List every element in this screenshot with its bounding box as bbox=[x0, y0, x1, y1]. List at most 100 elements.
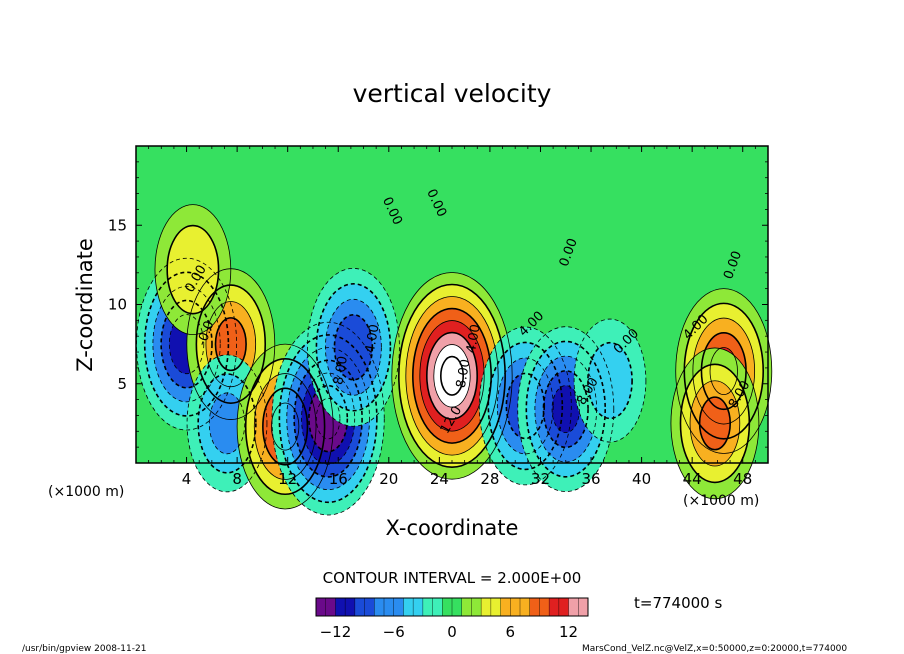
contour-line-6-0 bbox=[306, 267, 400, 427]
x-tick-label-11: 48 bbox=[733, 470, 752, 488]
time-text: t=774000 s bbox=[634, 594, 722, 612]
contour-line-11-3 bbox=[700, 332, 747, 411]
contour-line-6-1 bbox=[315, 283, 392, 412]
plot-area: 0.000.00 0.000.000.000.004.00 4.00 4.00 4.00… bbox=[135, 145, 773, 516]
contour-line-0-0 bbox=[136, 257, 238, 431]
colorbar-swatch bbox=[539, 598, 550, 616]
contour-line-0-4 bbox=[168, 314, 205, 375]
x-tick-label-9: 40 bbox=[632, 470, 651, 488]
contour-line-10-0 bbox=[573, 318, 647, 443]
colorbar-swatch bbox=[374, 598, 385, 616]
colorbar-tick-label-0: −12 bbox=[320, 623, 352, 641]
y-tick-label-0: 5 bbox=[117, 375, 127, 393]
contour-line-3-2 bbox=[208, 392, 246, 455]
field-level-3-2 bbox=[209, 392, 245, 454]
field-level-9-4 bbox=[552, 385, 580, 433]
contour-line-7-3 bbox=[412, 307, 492, 444]
y-axis-label: Z-coordinate bbox=[73, 238, 97, 372]
footer-left: /usr/bin/gpview 2008-11-21 bbox=[22, 644, 146, 654]
contour-line-10-1 bbox=[587, 341, 633, 420]
x-tick-label-0: 4 bbox=[182, 470, 192, 488]
contour-line-8-0 bbox=[478, 326, 572, 486]
contour-line-9-0 bbox=[517, 326, 615, 492]
contour-line-7-2 bbox=[405, 296, 499, 456]
contour-line-2-1 bbox=[166, 224, 220, 315]
contour-line-11-0 bbox=[675, 288, 773, 454]
field-level-2-1 bbox=[167, 225, 219, 314]
colorbar-swatch bbox=[452, 598, 463, 616]
field-extremum-10 bbox=[574, 319, 646, 443]
contour-line-11-2 bbox=[692, 317, 756, 425]
contour-line-4-0 bbox=[236, 343, 334, 510]
colorbar-swatch bbox=[422, 598, 434, 616]
field-extremum-12 bbox=[670, 347, 759, 499]
contour-label-7: 4.00 bbox=[464, 323, 484, 354]
contour-line-5-4 bbox=[301, 372, 356, 465]
field-level-12-3 bbox=[699, 397, 731, 450]
colorbar-swatch bbox=[568, 598, 579, 616]
contour-label-10: 8.00 bbox=[331, 355, 351, 386]
contour-line-9-4 bbox=[551, 385, 580, 434]
colorbar-tick-label-2: 0 bbox=[447, 623, 457, 641]
x-axis-label: X-coordinate bbox=[386, 516, 519, 540]
field-level-10-1 bbox=[587, 342, 633, 419]
colorbar-swatch bbox=[354, 598, 366, 616]
contour-line-4-2 bbox=[253, 373, 317, 480]
colorbar-swatch bbox=[403, 598, 414, 616]
colorbar-swatch bbox=[393, 598, 404, 616]
contour-line-11-1 bbox=[683, 302, 765, 440]
field-extremum-7 bbox=[391, 272, 513, 480]
contour-line-5-2 bbox=[286, 347, 370, 491]
x-axis-unit-left: (×1000 m) bbox=[48, 484, 124, 500]
colorbar-swatch bbox=[490, 598, 502, 616]
contour-line-1-3 bbox=[214, 317, 247, 372]
colorbar: −12 −6 0 6 12 bbox=[315, 597, 589, 641]
colorbar-swatch bbox=[461, 598, 472, 616]
x-tick-label-7: 32 bbox=[531, 470, 550, 488]
colorbar-swatch bbox=[558, 598, 570, 616]
contour-line-9-1 bbox=[525, 340, 607, 478]
colorbar-swatch bbox=[345, 598, 356, 616]
x-tick-label-2: 12 bbox=[278, 470, 297, 488]
contour-lines bbox=[136, 204, 773, 516]
contour-line-0-1 bbox=[143, 271, 230, 417]
y-tick-label-1: 10 bbox=[108, 296, 127, 314]
x-tick-label-4: 20 bbox=[379, 470, 398, 488]
contour-line-5-6 bbox=[315, 397, 341, 440]
contour-line-12-1 bbox=[679, 363, 751, 484]
contour-line-4-1 bbox=[244, 358, 326, 496]
contour-line-12-0 bbox=[670, 347, 760, 500]
x-axis-unit-right: (×1000 m) bbox=[683, 493, 759, 509]
contour-line-7-1 bbox=[398, 283, 506, 468]
x-tick-label-1: 8 bbox=[232, 470, 242, 488]
footer-right: MarsCond_VelZ.nc@VelZ,x=0:50000,z=0:2000… bbox=[582, 644, 847, 654]
colorbar-frame bbox=[315, 597, 589, 617]
contour-line-7-6 bbox=[433, 344, 471, 408]
x-tick-label-5: 24 bbox=[430, 470, 449, 488]
contour-line-5-5 bbox=[308, 384, 349, 453]
contour-line-7-7 bbox=[440, 355, 464, 396]
y-axis: 5 10 15 bbox=[108, 161, 768, 448]
x-tick-label-3: 16 bbox=[329, 470, 348, 488]
colorbar-swatch bbox=[481, 598, 492, 616]
contour-line-4-3 bbox=[262, 387, 309, 466]
y-tick-label-2: 15 bbox=[108, 216, 127, 234]
contour-line-7-0 bbox=[391, 272, 513, 480]
colorbar-swatch bbox=[578, 598, 589, 616]
contour-interval-text: CONTOUR INTERVAL = 2.000E+00 bbox=[323, 569, 582, 587]
field-extremum-2 bbox=[154, 204, 231, 335]
contour-line-0-3 bbox=[160, 299, 213, 389]
contour-line-1-2 bbox=[205, 301, 257, 388]
contour-line-5-0 bbox=[271, 321, 385, 516]
contour-line-8-1 bbox=[487, 341, 564, 471]
contour-line-3-1 bbox=[197, 373, 257, 474]
contour-line-6-3 bbox=[333, 313, 374, 381]
chart-title: vertical velocity bbox=[353, 79, 552, 108]
contour-label-6: 4.00 bbox=[363, 323, 383, 354]
colorbar-swatch bbox=[520, 598, 531, 616]
colorbar-swatch bbox=[432, 598, 443, 616]
contour-line-7-4 bbox=[419, 320, 485, 432]
colorbar-tick-label-3: 6 bbox=[506, 623, 516, 641]
colorbar-swatch bbox=[413, 598, 424, 616]
